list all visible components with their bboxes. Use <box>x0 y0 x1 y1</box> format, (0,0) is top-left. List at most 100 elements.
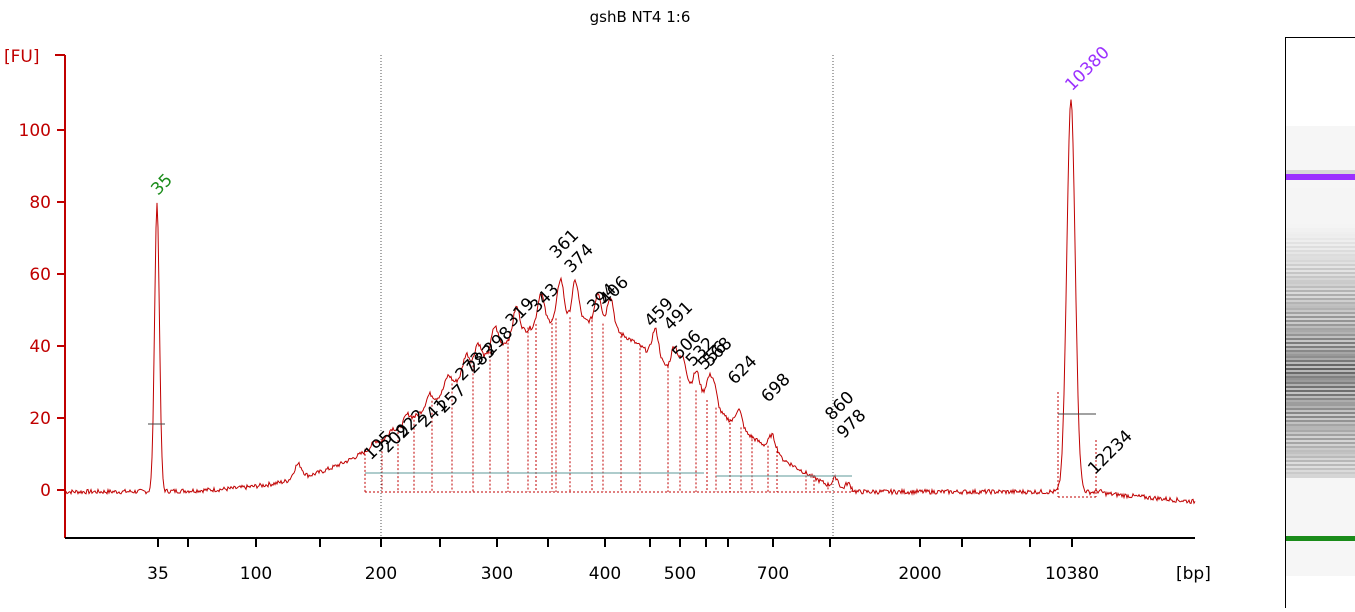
gel-smear-band <box>1286 410 1355 412</box>
gel-smear-band <box>1286 302 1355 304</box>
gel-smear-band <box>1286 440 1355 442</box>
gel-smear-band <box>1286 236 1355 238</box>
gel-smear-band <box>1286 418 1355 420</box>
y-tick-label: 40 <box>29 337 51 357</box>
gel-smear-band <box>1286 228 1355 230</box>
gel-smear-band <box>1286 452 1355 454</box>
gel-smear-band <box>1286 234 1355 236</box>
lower-marker-band <box>1286 536 1355 541</box>
gel-smear-band <box>1286 274 1355 276</box>
gel-smear-band <box>1286 304 1355 306</box>
gel-smear-band <box>1286 196 1355 198</box>
gel-smear-band <box>1286 438 1355 440</box>
gel-smear-band <box>1286 448 1355 450</box>
gel-smear-band <box>1286 414 1355 416</box>
gel-smear-band <box>1286 276 1355 278</box>
gel-smear-band <box>1286 360 1355 362</box>
gel-smear-band <box>1286 422 1355 424</box>
gel-smear-band <box>1286 296 1355 298</box>
gel-smear-band <box>1286 460 1355 462</box>
gel-smear-band <box>1286 400 1355 402</box>
gel-smear-band <box>1286 194 1355 196</box>
marker-peak-label: 10380 <box>1061 43 1113 95</box>
gel-smear-band <box>1286 446 1355 448</box>
gel-smear-band <box>1286 466 1355 468</box>
gel-smear-band <box>1286 258 1355 260</box>
y-tick-label: 100 <box>19 121 51 141</box>
gel-smear-band <box>1286 212 1355 214</box>
gel-smear-band <box>1286 316 1355 318</box>
gel-smear-band <box>1286 218 1355 220</box>
gel-smear-band <box>1286 192 1355 194</box>
gel-smear-band <box>1286 232 1355 234</box>
gel-smear-band <box>1286 292 1355 294</box>
gel-smear-band <box>1286 328 1355 330</box>
gel-smear-band <box>1286 250 1355 252</box>
gel-smear-band <box>1286 290 1355 292</box>
gel-smear-band <box>1286 210 1355 212</box>
y-tick-label: 80 <box>29 193 51 213</box>
gel-smear-band <box>1286 306 1355 308</box>
gel-smear-band <box>1286 342 1355 344</box>
x-tick-label: 500 <box>664 564 696 584</box>
gel-smear-band <box>1286 468 1355 470</box>
gel-smear-band <box>1286 240 1355 242</box>
gel-smear-band <box>1286 464 1355 466</box>
gel-smear-band <box>1286 352 1355 354</box>
gel-smear-band <box>1286 398 1355 400</box>
gel-smear-band <box>1286 226 1355 228</box>
gel-smear-band <box>1286 378 1355 380</box>
gel-smear-band <box>1286 282 1355 284</box>
gel-smear-band <box>1286 396 1355 398</box>
gel-smear-band <box>1286 474 1355 476</box>
gel-smear-band <box>1286 338 1355 340</box>
gel-smear-band <box>1286 320 1355 322</box>
x-tick-label: 400 <box>589 564 621 584</box>
gel-smear-band <box>1286 404 1355 406</box>
gel-band <box>1286 170 1355 175</box>
chart-title: gshB NT4 1:6 <box>590 8 691 26</box>
gel-smear-band <box>1286 268 1355 270</box>
gel-smear-band <box>1286 384 1355 386</box>
gel-smear-band <box>1286 428 1355 430</box>
gel-smear-band <box>1286 300 1355 302</box>
gel-smear-band <box>1286 312 1355 314</box>
gel-lane <box>1285 37 1355 608</box>
gel-smear-band <box>1286 322 1355 324</box>
gel-smear-band <box>1286 288 1355 290</box>
gel-smear-band <box>1286 262 1355 264</box>
gel-smear-band <box>1286 310 1355 312</box>
gel-smear-band <box>1286 364 1355 366</box>
gel-smear-band <box>1286 388 1355 390</box>
gel-smear-band <box>1286 416 1355 418</box>
gel-smear-band <box>1286 330 1355 332</box>
gel-smear-band <box>1286 362 1355 364</box>
gel-smear-band <box>1286 358 1355 360</box>
gel-smear-band <box>1286 346 1355 348</box>
gel-smear-band <box>1286 332 1355 334</box>
y-tick-label: 0 <box>40 481 51 501</box>
gel-smear-band <box>1286 272 1355 274</box>
gel-smear-band <box>1286 294 1355 296</box>
gel-smear-band <box>1286 354 1355 356</box>
x-tick-label: 35 <box>147 564 169 584</box>
gel-smear-band <box>1286 336 1355 338</box>
gel-smear-band <box>1286 462 1355 464</box>
peak-annotations: 3510380195209222241257273283298319343361… <box>147 43 1136 479</box>
gel-smear-band <box>1286 444 1355 446</box>
gel-smear-band <box>1286 252 1355 254</box>
gel-smear-band <box>1286 340 1355 342</box>
gel-smear-band <box>1286 284 1355 286</box>
gel-smear-band <box>1286 208 1355 210</box>
trace <box>64 99 1196 505</box>
x-unit-label: [bp] <box>1176 564 1211 584</box>
gel-smear-band <box>1286 318 1355 320</box>
gel-smear-band <box>1286 308 1355 310</box>
gel-smear-band <box>1286 380 1355 382</box>
gel-smear-band <box>1286 472 1355 474</box>
gel-smear-band <box>1286 256 1355 258</box>
gel-smear-band <box>1286 344 1355 346</box>
gel-smear-band <box>1286 406 1355 408</box>
x-tick-label: 100 <box>240 564 272 584</box>
gel-smear-band <box>1286 436 1355 438</box>
